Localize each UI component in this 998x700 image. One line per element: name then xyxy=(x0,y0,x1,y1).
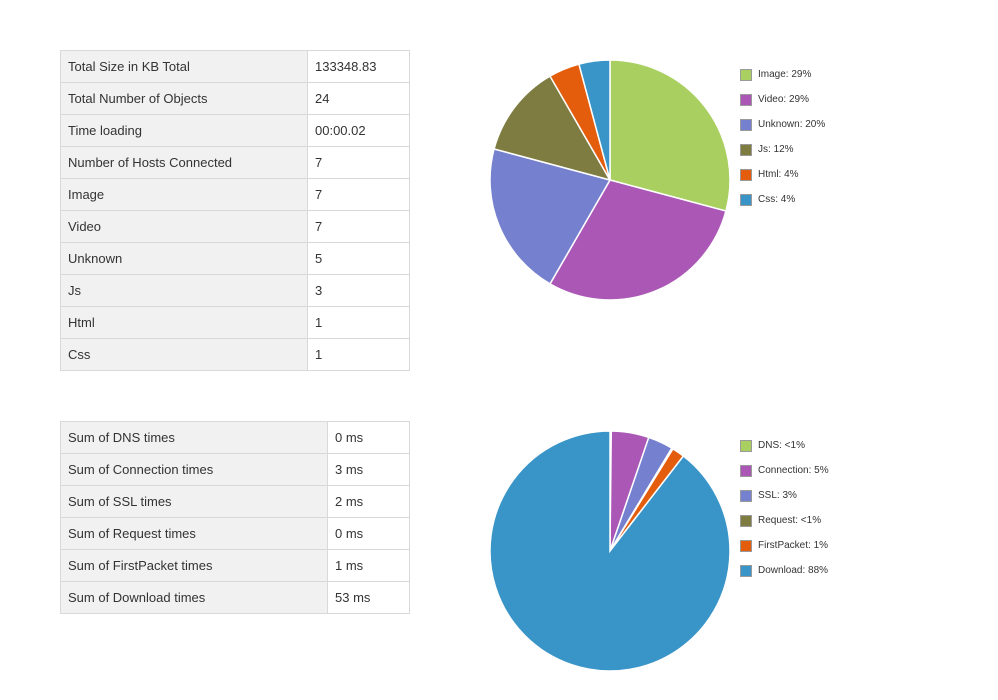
row-value: 7 xyxy=(307,146,410,179)
legend-label: SSL: 3% xyxy=(758,490,797,501)
table-row: Time loading 00:00.02 xyxy=(60,114,410,147)
legend-swatch xyxy=(740,93,752,106)
row-value: 2 ms xyxy=(327,485,410,518)
pie-slice-css xyxy=(578,59,611,181)
row-label: Sum of Download times xyxy=(60,581,328,614)
table-row: Sum of DNS times 0 ms xyxy=(60,421,410,454)
object-types-pie-chart xyxy=(489,59,731,301)
legend-label: Connection: 5% xyxy=(758,465,829,476)
table-row: Html 1 xyxy=(60,306,410,339)
legend-item-dns: DNS: <1% xyxy=(740,433,829,458)
row-label: Image xyxy=(60,178,308,211)
row-label: Sum of DNS times xyxy=(60,421,328,454)
pie-slice-js xyxy=(493,75,612,182)
legend-label: Unknown: 20% xyxy=(758,119,826,130)
row-label: Sum of Connection times xyxy=(60,453,328,486)
object-types-legend: Image: 29% Video: 29% Unknown: 20% Js: 12% H… xyxy=(740,62,825,212)
row-value: 53 ms xyxy=(327,581,410,614)
legend-swatch xyxy=(740,564,752,577)
legend-item-ssl: SSL: 3% xyxy=(740,483,829,508)
legend-item-download: Download: 88% xyxy=(740,558,829,583)
legend-label: Image: 29% xyxy=(758,69,812,80)
row-label: Time loading xyxy=(60,114,308,147)
legend-label: Js: 12% xyxy=(758,144,794,155)
table-row: Js 3 xyxy=(60,274,410,307)
row-value: 1 ms xyxy=(327,549,410,582)
timing-legend: DNS: <1% Connection: 5% SSL: 3% Request: <1… xyxy=(740,433,829,583)
table-row: Css 1 xyxy=(60,338,410,371)
pie-slice-video xyxy=(548,179,727,301)
row-value: 0 ms xyxy=(327,421,410,454)
table-row: Sum of Connection times 3 ms xyxy=(60,453,410,486)
row-label: Total Size in KB Total xyxy=(60,50,308,83)
legend-swatch xyxy=(740,143,752,156)
row-label: Sum of Request times xyxy=(60,517,328,550)
row-label: Html xyxy=(60,306,308,339)
table-row: Total Number of Objects 24 xyxy=(60,82,410,115)
row-value: 1 xyxy=(307,306,410,339)
legend-item-unknown: Unknown: 20% xyxy=(740,112,825,137)
pie-slice-image xyxy=(609,59,731,212)
row-value: 1 xyxy=(307,338,410,371)
legend-label: Video: 29% xyxy=(758,94,809,105)
legend-item-firstpacket: FirstPacket: 1% xyxy=(740,533,829,558)
row-value: 3 xyxy=(307,274,410,307)
legend-label: Download: 88% xyxy=(758,565,829,576)
table-row: Total Size in KB Total 133348.83 xyxy=(60,50,410,83)
pie-slice-unknown xyxy=(489,148,612,285)
row-label: Css xyxy=(60,338,308,371)
legend-swatch xyxy=(740,68,752,81)
legend-item-js: Js: 12% xyxy=(740,137,825,162)
table-row: Number of Hosts Connected 7 xyxy=(60,146,410,179)
legend-label: DNS: <1% xyxy=(758,440,805,451)
row-value: 24 xyxy=(307,82,410,115)
legend-swatch xyxy=(740,193,752,206)
timing-table: Sum of DNS times 0 ms Sum of Connection ti… xyxy=(60,421,410,614)
row-value: 3 ms xyxy=(327,453,410,486)
row-value: 7 xyxy=(307,210,410,243)
legend-swatch xyxy=(740,514,752,527)
legend-label: Request: <1% xyxy=(758,515,822,526)
pie-slice-download xyxy=(489,430,731,672)
row-value: 0 ms xyxy=(327,517,410,550)
row-value: 133348.83 xyxy=(307,50,410,83)
row-value: 5 xyxy=(307,242,410,275)
row-label: Number of Hosts Connected xyxy=(60,146,308,179)
legend-item-request: Request: <1% xyxy=(740,508,829,533)
table-row: Sum of Download times 53 ms xyxy=(60,581,410,614)
row-label: Unknown xyxy=(60,242,308,275)
legend-item-video: Video: 29% xyxy=(740,87,825,112)
row-label: Sum of FirstPacket times xyxy=(60,549,328,582)
summary-table: Total Size in KB Total 133348.83 Total Num… xyxy=(60,50,410,371)
legend-swatch xyxy=(740,168,752,181)
row-label: Sum of SSL times xyxy=(60,485,328,518)
legend-item-connection: Connection: 5% xyxy=(740,458,829,483)
row-value: 7 xyxy=(307,178,410,211)
legend-swatch xyxy=(740,118,752,131)
table-row: Sum of Request times 0 ms xyxy=(60,517,410,550)
table-row: Unknown 5 xyxy=(60,242,410,275)
table-row: Sum of SSL times 2 ms xyxy=(60,485,410,518)
legend-item-image: Image: 29% xyxy=(740,62,825,87)
legend-swatch xyxy=(740,464,752,477)
row-label: Total Number of Objects xyxy=(60,82,308,115)
row-value: 00:00.02 xyxy=(307,114,410,147)
legend-label: Html: 4% xyxy=(758,169,799,180)
legend-label: Css: 4% xyxy=(758,194,796,205)
legend-item-css: Css: 4% xyxy=(740,187,825,212)
legend-item-html: Html: 4% xyxy=(740,162,825,187)
table-row: Video 7 xyxy=(60,210,410,243)
legend-label: FirstPacket: 1% xyxy=(758,540,829,551)
row-label: Js xyxy=(60,274,308,307)
table-row: Sum of FirstPacket times 1 ms xyxy=(60,549,410,582)
row-label: Video xyxy=(60,210,308,243)
timing-pie-chart xyxy=(489,430,731,672)
table-row: Image 7 xyxy=(60,178,410,211)
legend-swatch xyxy=(740,489,752,502)
legend-swatch xyxy=(740,539,752,552)
legend-swatch xyxy=(740,439,752,452)
